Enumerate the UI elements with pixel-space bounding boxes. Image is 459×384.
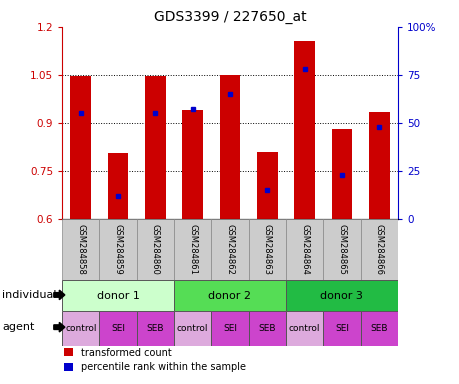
Bar xyxy=(62,311,99,346)
Bar xyxy=(219,74,240,219)
Bar xyxy=(99,311,136,346)
Legend: transformed count, percentile rank within the sample: transformed count, percentile rank withi… xyxy=(64,348,245,372)
Bar xyxy=(248,219,285,280)
Text: GSM284864: GSM284864 xyxy=(299,224,308,275)
Bar xyxy=(136,219,174,280)
Bar xyxy=(211,219,248,280)
Bar xyxy=(136,311,174,346)
Bar xyxy=(368,112,389,219)
Text: control: control xyxy=(65,324,96,333)
Text: GSM284862: GSM284862 xyxy=(225,224,234,275)
Bar xyxy=(360,219,397,280)
Bar xyxy=(285,219,323,280)
Text: donor 3: donor 3 xyxy=(320,291,363,301)
Text: agent: agent xyxy=(2,322,34,332)
Text: control: control xyxy=(177,324,208,333)
Text: GSM284861: GSM284861 xyxy=(188,224,197,275)
Text: GSM284866: GSM284866 xyxy=(374,224,383,275)
Bar xyxy=(145,76,165,219)
Text: SEB: SEB xyxy=(369,324,387,333)
Text: SEB: SEB xyxy=(258,324,275,333)
Text: GSM284858: GSM284858 xyxy=(76,224,85,275)
Text: SEI: SEI xyxy=(223,324,236,333)
Text: GSM284865: GSM284865 xyxy=(337,224,346,275)
Text: GSM284863: GSM284863 xyxy=(262,224,271,275)
Bar xyxy=(285,280,397,311)
Text: GSM284859: GSM284859 xyxy=(113,224,122,275)
Text: SEI: SEI xyxy=(111,324,125,333)
Bar xyxy=(331,129,352,219)
Bar xyxy=(285,311,323,346)
Text: GSM284860: GSM284860 xyxy=(151,224,160,275)
Text: SEI: SEI xyxy=(334,324,348,333)
Bar xyxy=(174,219,211,280)
Text: donor 2: donor 2 xyxy=(208,291,251,301)
Bar xyxy=(99,219,136,280)
Bar xyxy=(62,280,174,311)
Bar xyxy=(323,311,360,346)
Bar xyxy=(248,311,285,346)
Bar xyxy=(294,41,314,219)
Text: donor 1: donor 1 xyxy=(96,291,139,301)
Bar xyxy=(323,219,360,280)
Text: GDS3399 / 227650_at: GDS3399 / 227650_at xyxy=(153,10,306,23)
Bar xyxy=(182,110,202,219)
Bar xyxy=(211,311,248,346)
Bar xyxy=(174,280,285,311)
Text: SEB: SEB xyxy=(146,324,164,333)
Bar xyxy=(174,311,211,346)
Bar xyxy=(62,219,99,280)
Text: control: control xyxy=(288,324,319,333)
Bar xyxy=(70,76,91,219)
Bar xyxy=(257,152,277,219)
Bar xyxy=(360,311,397,346)
Text: individual: individual xyxy=(2,290,56,300)
Bar xyxy=(107,153,128,219)
